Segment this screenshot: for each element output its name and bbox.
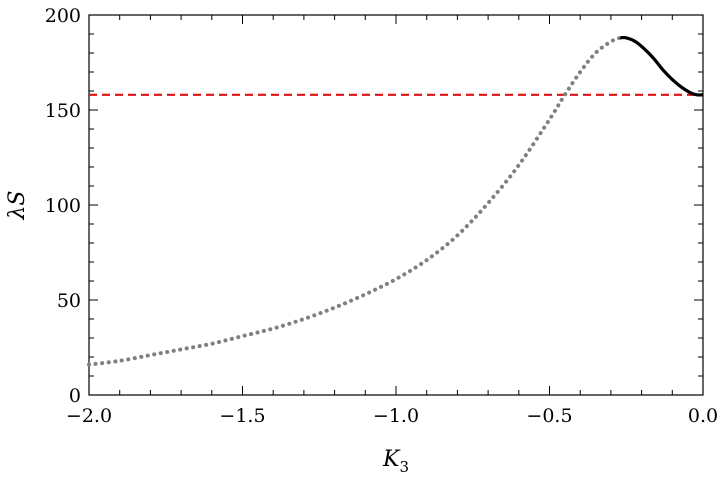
- y-tick-label: 200: [45, 5, 81, 27]
- x-tick-label: −1.0: [373, 405, 419, 427]
- x-tick-label: −2.0: [66, 405, 112, 427]
- x-axis-label: K3: [382, 447, 409, 476]
- series-dotted-curve: [87, 35, 623, 367]
- x-tick-label: 0.0: [688, 405, 718, 427]
- axis-ticks: [88, 14, 704, 396]
- axis-tick-labels: −2.0 −1.5 −1.0 −0.5 0.0 0 50 100 150 200: [45, 5, 718, 427]
- x-axis-label-main: K: [382, 447, 401, 472]
- y-tick-label: 50: [57, 290, 81, 312]
- y-tick-label: 0: [69, 385, 81, 407]
- y-axis-label: λS: [5, 190, 30, 220]
- y-tick-label: 150: [45, 100, 81, 122]
- plot-area: [87, 35, 704, 367]
- y-tick-label: 100: [45, 195, 81, 217]
- x-tick-label: −0.5: [526, 405, 572, 427]
- series-solid-curve: [620, 35, 704, 97]
- x-tick-label: −1.5: [219, 405, 265, 427]
- x-axis-label-subscript: 3: [399, 458, 409, 476]
- plot-frame: [88, 14, 704, 396]
